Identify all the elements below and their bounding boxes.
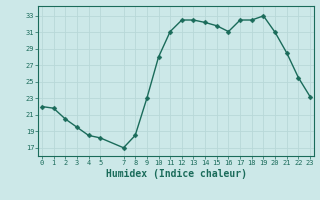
X-axis label: Humidex (Indice chaleur): Humidex (Indice chaleur) xyxy=(106,169,246,179)
